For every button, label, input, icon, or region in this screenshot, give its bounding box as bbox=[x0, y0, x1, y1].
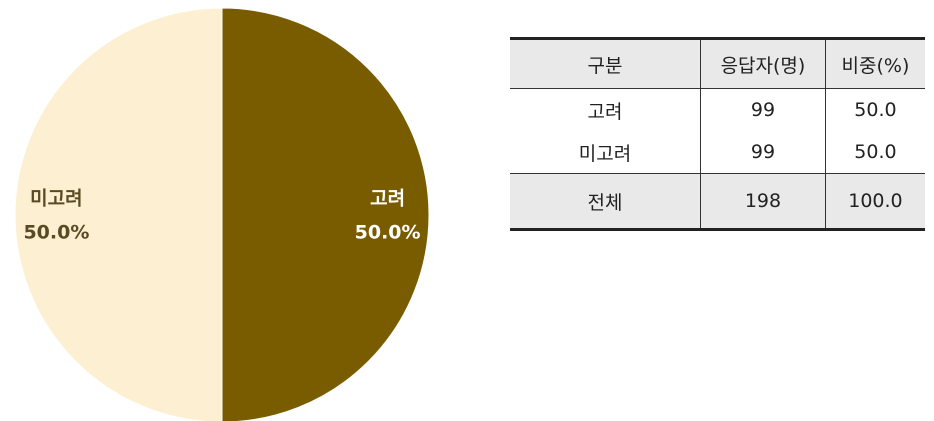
cell: 전체 bbox=[510, 173, 701, 230]
header-cell: 비중(%) bbox=[824, 38, 925, 89]
pie-slice bbox=[221, 7, 430, 421]
cell: 99 bbox=[700, 131, 826, 174]
pie-slice bbox=[14, 7, 223, 421]
cell: 50.0 bbox=[824, 88, 925, 131]
cell: 50.0 bbox=[824, 131, 925, 174]
cell: 99 bbox=[700, 88, 826, 131]
header-row: 구분 응답자(명) 비중(%) bbox=[510, 38, 925, 89]
header-cell: 응답자(명) bbox=[700, 38, 826, 89]
header-cell: 구분 bbox=[510, 38, 701, 89]
data-table: 구분 응답자(명) 비중(%) 고려 99 50.0 미고려 99 50.0 전… bbox=[510, 37, 925, 231]
total-row: 전체 198 100.0 bbox=[510, 173, 925, 230]
cell: 미고려 bbox=[578, 142, 632, 165]
slice-value-label: 50.0% bbox=[23, 222, 89, 244]
slice-label: 고려 bbox=[370, 188, 405, 210]
row: 고려 99 50.0 bbox=[510, 88, 925, 131]
cell: 198 bbox=[700, 173, 826, 230]
cell: 100.0 bbox=[824, 173, 925, 230]
cell: 고려 bbox=[587, 100, 623, 123]
pie-chart: 고려 50.0% 미고려 50.0% bbox=[14, 7, 430, 421]
row: 미고려 99 50.0 bbox=[510, 131, 925, 174]
slice-value-label: 50.0% bbox=[355, 222, 421, 244]
slice-label: 미고려 bbox=[30, 188, 82, 210]
